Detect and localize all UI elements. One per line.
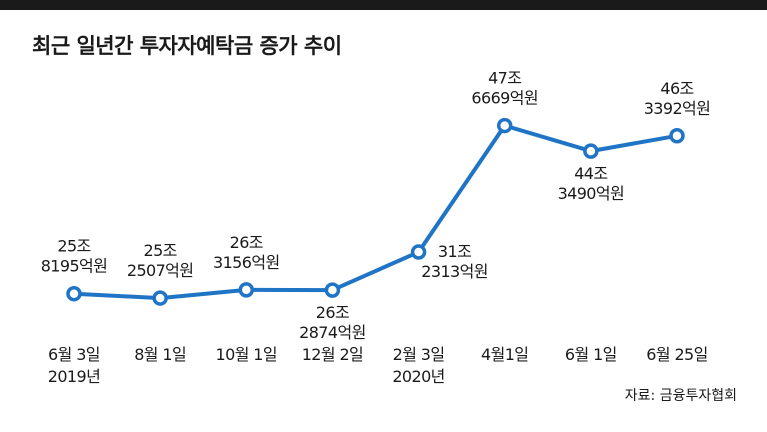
data-label: 26조 xyxy=(316,303,349,322)
x-tick-label: 2019년 xyxy=(48,367,100,386)
data-label: 2507억원 xyxy=(127,261,194,280)
data-point xyxy=(583,143,599,159)
data-label: 8195억원 xyxy=(41,257,108,276)
x-tick-label: 2월 3일 xyxy=(393,345,445,364)
x-tick-label: 6월 1일 xyxy=(565,345,617,364)
series-line xyxy=(72,123,679,301)
x-tick-label: 8월 1일 xyxy=(134,345,186,364)
data-label: 25조 xyxy=(57,237,90,256)
top-bar xyxy=(0,0,767,10)
data-point xyxy=(238,282,255,298)
data-label: 44조 xyxy=(574,164,607,183)
data-point xyxy=(324,282,341,298)
x-tick-label: 6월 25일 xyxy=(646,345,707,364)
data-label: 47조 xyxy=(488,69,521,88)
data-label: 2313억원 xyxy=(421,262,488,281)
data-label: 46조 xyxy=(660,79,693,98)
data-label: 3392억원 xyxy=(644,99,711,118)
data-label: 25조 xyxy=(144,241,177,260)
data-point xyxy=(496,117,513,134)
data-label: 3156억원 xyxy=(213,253,280,272)
data-label: 31조 xyxy=(438,242,471,261)
x-tick-label: 4월1일 xyxy=(481,345,528,364)
data-label: 26조 xyxy=(230,233,263,252)
x-tick-label: 10월 1일 xyxy=(216,345,277,364)
data-label: 6669억원 xyxy=(471,89,538,108)
data-point xyxy=(66,285,82,302)
chart-title: 최근 일년간 투자자예탁금 증가 추이 xyxy=(32,34,342,58)
x-tick-label: 12월 2일 xyxy=(302,345,363,364)
x-tick-label: 6월 3일 xyxy=(48,345,100,364)
data-label: 3490억원 xyxy=(558,184,625,203)
x-tick-label: 2020년 xyxy=(392,367,444,386)
data-point xyxy=(152,290,168,306)
data-point xyxy=(669,128,685,144)
data-point xyxy=(410,244,427,260)
source-note: 자료: 금융투자협회 xyxy=(624,388,737,404)
data-label: 2874억원 xyxy=(299,323,366,342)
